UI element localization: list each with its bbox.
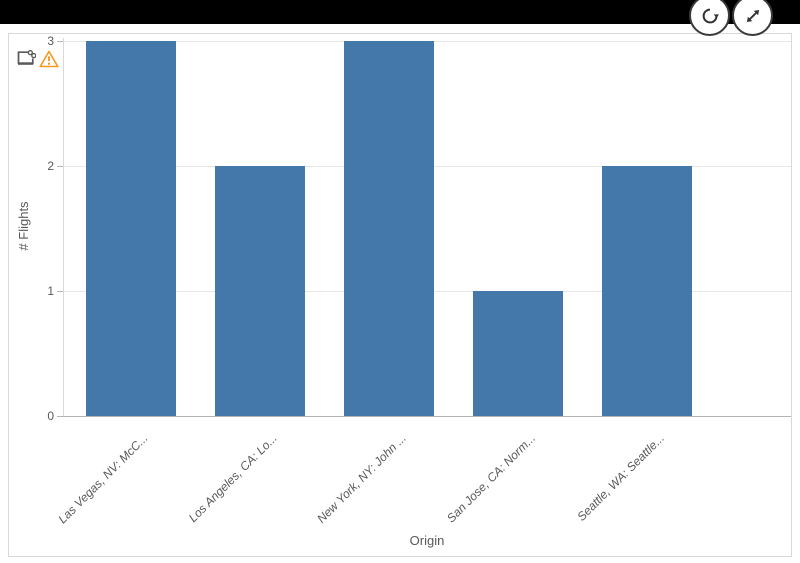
x-axis-label[interactable]: San Jose, CA: Norm... xyxy=(443,431,538,526)
y-axis-line xyxy=(63,38,64,416)
bar[interactable] xyxy=(215,166,305,416)
chart-card: # Flights Origin 0 1 2 3 Las Vegas, NV: McC.… xyxy=(8,33,792,557)
y-tick-label: 0 xyxy=(47,409,54,423)
expand-button[interactable] xyxy=(732,0,773,36)
shared-object-icon xyxy=(16,49,37,72)
y-tick xyxy=(57,41,63,42)
x-axis-line xyxy=(63,416,791,417)
bar[interactable] xyxy=(473,291,563,416)
bar[interactable] xyxy=(602,166,692,416)
y-tick-label: 2 xyxy=(47,159,54,173)
x-axis-title: Origin xyxy=(409,533,445,548)
bar[interactable] xyxy=(86,41,176,416)
x-axis-label[interactable]: Las Vegas, NV: McC... xyxy=(55,431,151,527)
expand-icon xyxy=(746,9,759,22)
bar[interactable] xyxy=(344,41,434,416)
y-tick xyxy=(57,416,63,417)
refresh-icon xyxy=(702,8,719,23)
warning-icon[interactable] xyxy=(39,50,59,73)
x-axis-label[interactable]: New York, NY: John ... xyxy=(314,431,409,526)
x-axis-label[interactable]: Los Angeles, CA: Lo... xyxy=(185,431,280,526)
y-tick-label: 1 xyxy=(47,284,54,298)
y-axis-title: # Flights xyxy=(16,201,31,251)
y-tick xyxy=(57,291,63,292)
y-tick xyxy=(57,166,63,167)
refresh-button[interactable] xyxy=(689,0,730,36)
top-bar xyxy=(0,0,800,24)
y-tick-label: 3 xyxy=(47,34,54,48)
x-axis-label[interactable]: Seattle, WA: Seattle... xyxy=(574,431,667,524)
